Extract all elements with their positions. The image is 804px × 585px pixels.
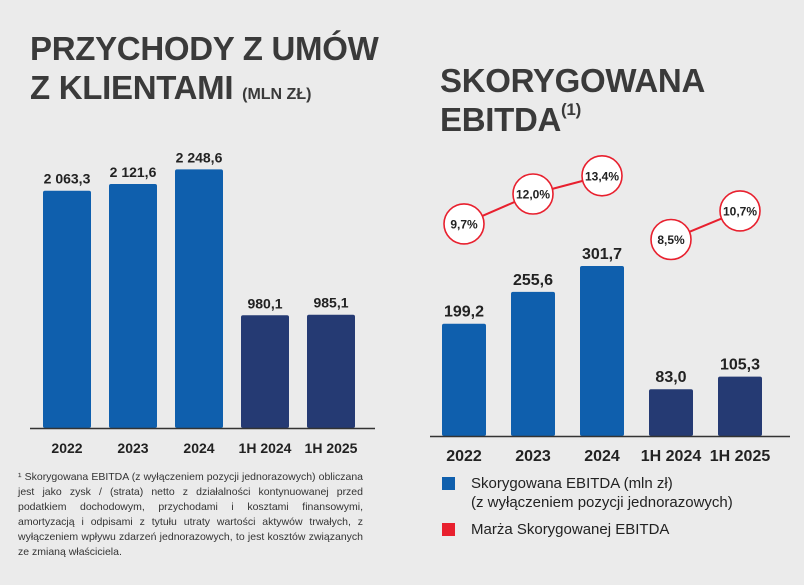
ebitda-tick-label-1: 2023	[515, 448, 551, 465]
ebitda-title-footnote-ref: (1)	[561, 100, 581, 119]
ebitda-value-label-0: 199,2	[444, 304, 484, 321]
margin-line-0	[481, 201, 516, 217]
margin-point-2	[581, 155, 623, 197]
margin-label-1: 12,0%	[516, 188, 550, 202]
ebitda-tick-label-0: 2022	[446, 448, 482, 465]
ebitda-title-line2: EBITDA(1)	[440, 100, 705, 138]
ebitda-tick-label-3: 1H 2024	[641, 448, 702, 465]
ebitda-value-label-2: 301,7	[582, 246, 622, 263]
margin-label-4: 10,7%	[723, 204, 757, 218]
legend: Skorygowana EBITDA (mln zł) (z wyłączeni…	[442, 474, 733, 547]
revenue-bar-3	[241, 315, 289, 428]
margin-point-1	[512, 173, 554, 215]
legend-text-margin: Marża Skorygowanej EBITDA	[471, 520, 669, 539]
ebitda-bar-1	[511, 291, 555, 436]
legend-label-ebitda-note: (z wyłączeniem pozycji jednorazowych)	[471, 494, 733, 511]
margin-point-3	[650, 218, 692, 261]
legend-swatch-margin	[442, 523, 455, 536]
revenue-value-label-4: 985,1	[313, 295, 348, 311]
ebitda-tick-label-4: 1H 2025	[710, 448, 771, 465]
legend-label-ebitda: Skorygowana EBITDA (mln zł)	[471, 475, 673, 492]
revenue-value-label-1: 2 121,6	[110, 164, 157, 180]
revenue-title-main: Z KLIENTAMI	[30, 69, 234, 106]
ebitda-title-line1: SKORYGOWANA	[440, 62, 705, 99]
ebitda-value-label-3: 83,0	[655, 369, 686, 386]
footnote: ¹ Skorygowana EBITDA (z wyłączeniem pozy…	[18, 471, 363, 558]
revenue-bar-2	[175, 169, 223, 428]
margin-label-2: 13,4%	[585, 169, 619, 183]
legend-label-margin: Marża Skorygowanej EBITDA	[471, 521, 670, 538]
ebitda-bar-2	[580, 265, 624, 436]
revenue-value-label-0: 2 063,3	[44, 171, 91, 187]
ebitda-value-label-4: 105,3	[720, 357, 760, 374]
margin-label-0: 9,7%	[450, 217, 478, 231]
margin-line-2	[689, 217, 722, 233]
ebitda-bar-4	[718, 376, 762, 436]
ebitda-bar-0	[442, 323, 486, 436]
revenue-tick-label-3: 1H 2024	[239, 440, 292, 456]
revenue-bar-4	[307, 314, 355, 428]
revenue-value-label-3: 980,1	[247, 295, 282, 311]
margin-label-3: 8,5%	[657, 233, 685, 247]
margin-line-1	[552, 179, 583, 190]
margin-point-0	[443, 203, 485, 245]
revenue-title-line2: Z KLIENTAMI (MLN ZŁ)	[30, 71, 378, 104]
margin-point-4	[719, 190, 761, 232]
revenue-bar-1	[109, 184, 157, 428]
revenue-tick-label-2: 2024	[183, 440, 214, 456]
legend-swatch-ebitda	[442, 477, 455, 490]
legend-item-margin: Marża Skorygowanej EBITDA	[442, 520, 733, 539]
ebitda-chart-title: SKORYGOWANA EBITDA(1)	[440, 64, 705, 142]
ebitda-title-main: EBITDA	[440, 101, 562, 138]
revenue-tick-label-4: 1H 2025	[305, 440, 358, 456]
revenue-chart-title: PRZYCHODY Z UMÓW Z KLIENTAMI (MLN ZŁ)	[30, 30, 379, 110]
legend-item-ebitda: Skorygowana EBITDA (mln zł) (z wyłączeni…	[442, 474, 733, 512]
ebitda-value-label-1: 255,6	[513, 272, 553, 289]
legend-text-ebitda: Skorygowana EBITDA (mln zł) (z wyłączeni…	[471, 474, 733, 512]
revenue-title-line1: PRZYCHODY Z UMÓW	[30, 30, 379, 67]
revenue-value-label-2: 2 248,6	[176, 149, 223, 165]
ebitda-bar-3	[649, 389, 693, 436]
ebitda-tick-label-2: 2024	[584, 448, 620, 465]
revenue-bar-0	[43, 190, 91, 428]
revenue-tick-label-1: 2023	[117, 440, 148, 456]
revenue-title-unit: (MLN ZŁ)	[242, 86, 312, 103]
revenue-tick-label-0: 2022	[51, 440, 82, 456]
